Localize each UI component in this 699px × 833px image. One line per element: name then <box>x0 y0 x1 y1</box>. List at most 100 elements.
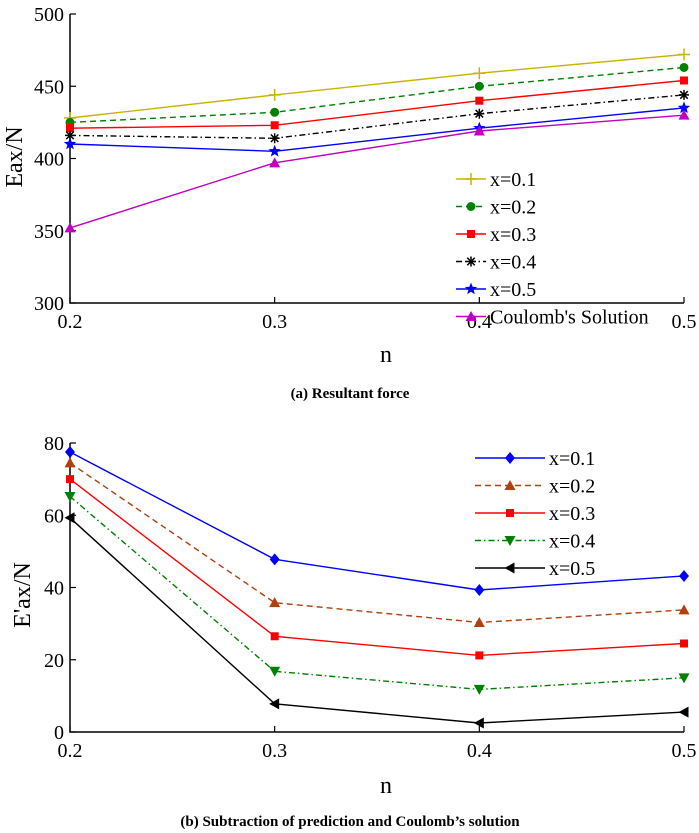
legend-label: x=0.3 <box>549 503 595 525</box>
data-point <box>270 632 279 641</box>
legend-label: x=0.5 <box>549 558 595 580</box>
y-tick-label: 500 <box>34 4 64 26</box>
series-line <box>69 114 685 229</box>
series-Coulomb's Solution <box>64 109 690 233</box>
data-point <box>270 121 279 130</box>
series-x=0.4 <box>64 491 690 695</box>
data-point <box>269 597 281 608</box>
legend-marker <box>504 562 515 574</box>
data-point <box>680 639 688 648</box>
series-line <box>69 107 685 153</box>
series-line <box>69 66 685 124</box>
series-x=0.3 <box>66 475 688 660</box>
data-point <box>63 137 77 150</box>
legend-marker <box>506 509 514 517</box>
legend-label: x=0.1 <box>490 169 536 191</box>
legend-entry: x=0.1 <box>456 169 536 191</box>
legend-entry: x=0.2 <box>456 197 536 219</box>
series-line <box>69 451 685 591</box>
data-point <box>679 89 689 100</box>
legend-entry: x=0.4 <box>475 531 595 553</box>
legend-entry: Coulomb's Solution <box>456 307 649 329</box>
data-point <box>64 457 76 468</box>
series-line <box>69 517 685 724</box>
data-point <box>65 130 75 141</box>
chart-a-ylabel: Eax/N <box>2 126 28 187</box>
data-point <box>474 584 485 597</box>
data-point <box>65 446 75 459</box>
x-tick-label: 0.5 <box>672 740 697 762</box>
legend-marker <box>505 452 515 464</box>
data-point <box>473 67 486 80</box>
data-point <box>678 673 690 684</box>
x-tick-label: 0.3 <box>262 740 287 762</box>
y-tick-label: 350 <box>34 221 64 243</box>
data-point <box>269 157 281 168</box>
legend-label: x=0.1 <box>549 448 595 470</box>
data-point <box>66 475 74 484</box>
legend-label: x=0.2 <box>490 197 536 219</box>
legend-label: x=0.3 <box>490 224 536 246</box>
data-point <box>268 144 281 157</box>
legend-marker <box>467 230 475 238</box>
y-tick-label: 80 <box>44 433 64 455</box>
series-x=0.2 <box>64 457 690 628</box>
legend-marker <box>465 173 477 185</box>
data-point <box>679 569 689 582</box>
data-point <box>64 512 75 524</box>
data-point <box>66 124 74 133</box>
data-point <box>473 684 485 695</box>
series-line <box>69 53 685 119</box>
legend-label: x=0.4 <box>490 252 536 274</box>
x-tick-label: 0.5 <box>672 311 697 333</box>
chart-b-ylabel: E'ax/N <box>10 562 36 628</box>
data-point <box>678 48 690 61</box>
data-point <box>679 62 689 72</box>
series-x=0.1 <box>65 446 689 597</box>
axes-frame <box>69 14 684 304</box>
data-point <box>474 81 484 91</box>
data-point <box>64 222 76 233</box>
legend-entry: x=0.1 <box>475 448 595 470</box>
data-point <box>269 553 280 566</box>
y-tick-label: 20 <box>44 650 64 672</box>
x-tick-label: 0.4 <box>467 740 492 762</box>
legend-entry: x=0.2 <box>475 476 595 498</box>
legend-entry: x=0.5 <box>456 279 536 301</box>
data-point <box>678 706 689 718</box>
y-tick-label: 0 <box>54 722 64 744</box>
series-line <box>69 79 685 129</box>
legend-marker <box>466 202 476 211</box>
legend-entry: x=0.5 <box>475 558 595 580</box>
data-point <box>473 125 485 136</box>
data-point <box>475 96 484 105</box>
data-point <box>677 101 691 114</box>
data-point <box>678 604 690 615</box>
legend-label: Coulomb's Solution <box>490 307 649 329</box>
series-x=0.3 <box>66 76 688 133</box>
chart-b: 0 20 40 60 80 0.2 0.3 0.4 0.5 x=0.1 x=0.2 x=0.3 x=0.… <box>44 433 697 762</box>
data-point <box>269 698 280 710</box>
legend-marker <box>465 311 477 321</box>
data-point <box>678 109 690 120</box>
series-line <box>69 462 685 624</box>
data-point <box>268 88 281 101</box>
data-point <box>270 107 280 117</box>
y-tick-label: 400 <box>34 149 64 171</box>
data-point <box>269 666 281 677</box>
chart-a-caption: (a) Resultant force <box>291 386 410 402</box>
legend-marker <box>504 480 516 490</box>
legend-marker <box>466 256 476 267</box>
y-tick-label: 40 <box>44 578 64 600</box>
data-point <box>474 108 485 119</box>
data-point <box>64 491 76 502</box>
data-point <box>475 651 484 660</box>
x-tick-label: 0.3 <box>262 311 287 333</box>
series-line <box>69 94 685 140</box>
legend-label: x=0.5 <box>490 279 536 301</box>
y-tick-label: 60 <box>44 505 64 527</box>
series-x=0.5 <box>63 101 691 157</box>
legend-marker <box>504 536 516 546</box>
